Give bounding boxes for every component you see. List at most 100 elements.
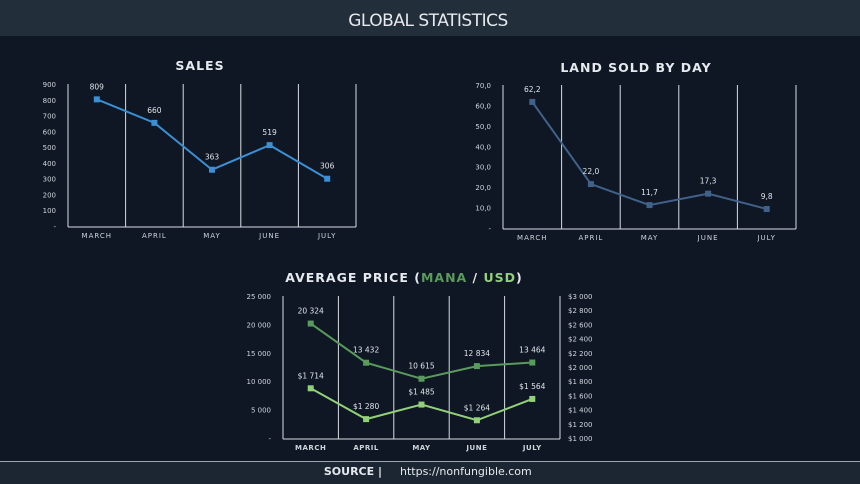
y-tick-label: 10,0 — [475, 205, 491, 213]
data-label: $1 280 — [353, 402, 379, 411]
point-marker — [529, 395, 536, 402]
point-marker — [473, 363, 480, 370]
x-tick-label: MAY — [412, 444, 431, 452]
y-tick-label: 800 — [43, 97, 56, 105]
y-tick-label: 500 — [43, 144, 56, 152]
point-marker — [646, 202, 653, 209]
y2-tick-label: $1 200 — [568, 421, 593, 429]
x-tick-label: APRIL — [353, 444, 379, 452]
y2-tick-label: $1 800 — [568, 378, 593, 386]
chart-title: AVERAGE PRICE (MANA / USD) — [285, 270, 522, 285]
x-tick-label: JUNE — [697, 234, 719, 242]
point-marker — [705, 190, 712, 197]
y2-tick-label: $2 200 — [568, 350, 593, 358]
x-tick-label: JUNE — [465, 444, 487, 452]
data-label: 9,8 — [761, 192, 773, 201]
chart-title: SALES — [175, 58, 224, 73]
data-label: 62,2 — [524, 85, 541, 94]
y-tick-label: 100 — [43, 207, 56, 215]
header-bar — [0, 0, 860, 36]
x-tick-label: JULY — [756, 234, 775, 242]
point-marker — [324, 175, 331, 182]
source-url: https://nonfungible.com — [400, 465, 532, 478]
point-marker — [418, 401, 425, 408]
y-tick-label: - — [488, 225, 491, 233]
x-tick-label: MAY — [641, 234, 659, 242]
y-tick-label: 30,0 — [475, 164, 491, 172]
y2-tick-label: $2 800 — [568, 307, 593, 315]
point-marker — [307, 320, 314, 327]
y-tick-label: 700 — [43, 113, 56, 121]
y-tick-label: 200 — [43, 191, 56, 199]
y-tick-label: 60,0 — [475, 102, 491, 110]
page-title: GLOBAL STATISTICS — [348, 11, 508, 31]
data-label: $1 264 — [464, 403, 490, 412]
y2-tick-label: $1 000 — [568, 435, 593, 443]
point-marker — [418, 375, 425, 382]
data-label: 17,3 — [700, 177, 717, 186]
y2-tick-label: $1 400 — [568, 407, 593, 415]
title-separator: / — [467, 270, 483, 285]
source-label: SOURCE | — [324, 465, 382, 478]
data-label: 22,0 — [583, 167, 600, 176]
data-label: 363 — [205, 153, 220, 162]
data-label: 10 615 — [408, 362, 434, 371]
y-tick-label: 25 000 — [247, 293, 272, 301]
data-label: $1 485 — [408, 388, 434, 397]
x-tick-label: APRIL — [142, 232, 167, 240]
y-tick-label: 300 — [43, 176, 56, 184]
point-marker — [307, 385, 314, 392]
title-series-name: USD — [483, 270, 516, 285]
y2-tick-label: $2 600 — [568, 321, 593, 329]
data-label: 519 — [262, 128, 277, 137]
chart-title: LAND SOLD BY DAY — [560, 60, 711, 75]
y-tick-label: 900 — [43, 81, 56, 89]
point-marker — [93, 96, 100, 103]
data-label: $1 564 — [519, 382, 545, 391]
chart-title-text: LAND SOLD BY DAY — [560, 60, 711, 75]
x-tick-label: MARCH — [295, 444, 326, 452]
x-tick-label: JUNE — [258, 232, 280, 240]
point-marker — [587, 181, 594, 188]
y-tick-label: 10 000 — [247, 378, 272, 386]
y2-tick-label: $3 000 — [568, 293, 593, 301]
data-label: 12 834 — [464, 349, 490, 358]
point-marker — [763, 205, 770, 212]
point-marker — [363, 359, 370, 366]
y-tick-label: 20,0 — [475, 184, 491, 192]
y-tick-label: 400 — [43, 160, 56, 168]
y-tick-label: - — [268, 435, 271, 443]
chart-title-text: AVERAGE PRICE ( — [285, 270, 421, 285]
data-label: 660 — [147, 106, 162, 115]
point-marker — [529, 359, 536, 366]
point-marker — [209, 166, 215, 173]
y-tick-label: 50,0 — [475, 123, 491, 131]
data-label: 11,7 — [641, 188, 658, 197]
x-tick-label: MARCH — [517, 234, 548, 242]
footer-bar — [0, 461, 860, 484]
data-label: 306 — [320, 162, 335, 171]
data-label: 13 432 — [353, 346, 379, 355]
y-tick-label: 5 000 — [251, 407, 271, 415]
y2-tick-label: $1 600 — [568, 392, 593, 400]
y-tick-label: 40,0 — [475, 143, 491, 151]
point-marker — [363, 416, 370, 423]
title-suffix: ) — [516, 270, 523, 285]
data-label: $1 714 — [298, 371, 324, 380]
y-tick-label: 600 — [43, 128, 56, 136]
x-tick-label: MARCH — [82, 232, 113, 240]
y2-tick-label: $2 400 — [568, 336, 593, 344]
x-tick-label: APRIL — [578, 234, 603, 242]
y2-tick-label: $2 000 — [568, 364, 593, 372]
y-tick-label: 70,0 — [475, 82, 491, 90]
y-tick-label: 15 000 — [247, 350, 272, 358]
data-label: 20 324 — [298, 307, 324, 316]
data-label: 809 — [90, 82, 105, 91]
y-tick-label: 20 000 — [247, 321, 272, 329]
title-series-name: MANA — [421, 270, 467, 285]
point-marker — [473, 417, 480, 424]
point-marker — [151, 119, 158, 126]
chart-title-text: SALES — [175, 58, 224, 73]
